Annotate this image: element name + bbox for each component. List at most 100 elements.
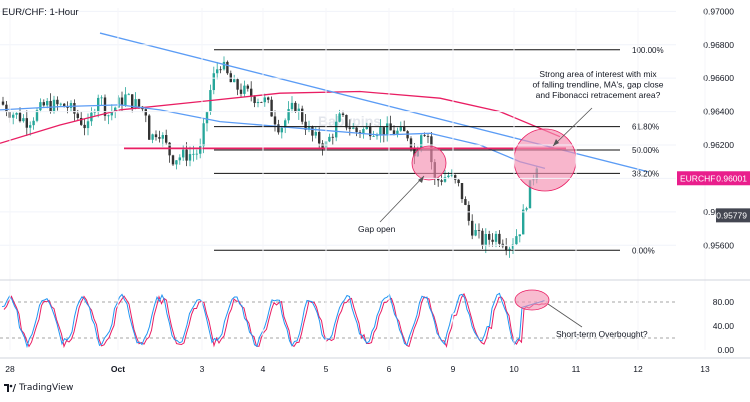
candle-body bbox=[22, 118, 25, 122]
candle-body bbox=[338, 113, 341, 122]
candle-body bbox=[199, 146, 202, 154]
candle-body bbox=[505, 246, 508, 251]
candle-body bbox=[307, 126, 311, 130]
candle-body bbox=[457, 179, 460, 184]
fast-moving-average bbox=[0, 104, 546, 170]
annotation-gap-open: Gap open bbox=[358, 224, 396, 234]
candle-body bbox=[372, 136, 375, 137]
candle-body bbox=[440, 180, 443, 182]
candle-body bbox=[403, 126, 406, 132]
candle-body bbox=[413, 147, 416, 157]
price-tick-label: 0.96600 bbox=[703, 73, 734, 83]
candle-body bbox=[328, 136, 331, 142]
time-tick-label: 11 bbox=[572, 364, 581, 374]
candle-body bbox=[212, 73, 215, 91]
candle-body bbox=[522, 209, 525, 235]
overbought-highlight bbox=[514, 289, 550, 311]
candle-body bbox=[15, 112, 18, 115]
candle-body bbox=[297, 108, 300, 112]
time-tick-label: 12 bbox=[633, 364, 643, 374]
candle-body bbox=[423, 135, 426, 137]
current-price-tag bbox=[677, 171, 750, 186]
candle-body bbox=[195, 153, 198, 155]
candle-body bbox=[471, 220, 474, 236]
area-of-interest-circle bbox=[513, 128, 577, 192]
candle-body bbox=[103, 97, 107, 116]
candle-body bbox=[365, 126, 368, 130]
candle-body bbox=[287, 109, 290, 121]
candle-body bbox=[205, 111, 209, 124]
current-price-value: 0.96001 bbox=[716, 173, 747, 183]
time-tick-label: 5 bbox=[324, 364, 329, 374]
candle-body bbox=[93, 111, 96, 113]
annotation-overbought: Short-term Overbought? bbox=[556, 329, 648, 339]
candle-body bbox=[233, 79, 236, 83]
candle-body bbox=[484, 234, 487, 246]
candle-body bbox=[341, 113, 345, 115]
candle-body bbox=[154, 134, 158, 138]
candle-body bbox=[107, 115, 110, 117]
candle-body bbox=[256, 101, 260, 104]
candle-body bbox=[226, 61, 229, 74]
candle-body bbox=[382, 127, 385, 136]
tradingview-brand: TradingView bbox=[4, 383, 73, 393]
candle-body bbox=[396, 130, 399, 135]
candle-body bbox=[263, 97, 266, 103]
candle-body bbox=[253, 96, 256, 104]
candle-body bbox=[165, 135, 168, 143]
candle-body bbox=[284, 120, 287, 128]
candle-body bbox=[137, 99, 141, 107]
candle-body bbox=[426, 136, 430, 137]
candle-body bbox=[131, 94, 134, 109]
candle-body bbox=[222, 61, 226, 70]
fib-level-label: 50.00% bbox=[632, 146, 659, 155]
candle-body bbox=[171, 155, 175, 165]
oscillator-pane bbox=[0, 289, 676, 349]
candle-body bbox=[120, 97, 124, 105]
price-tick-label: 0.96800 bbox=[703, 40, 734, 50]
candle-body bbox=[86, 121, 90, 129]
time-tick-label: 13 bbox=[700, 364, 710, 374]
candle-body bbox=[42, 102, 45, 106]
candle-body bbox=[151, 134, 154, 140]
candle-body bbox=[76, 113, 79, 118]
candle-body bbox=[318, 131, 321, 144]
candle-body bbox=[369, 126, 372, 137]
candle-body bbox=[12, 114, 15, 118]
price-tick-label: 0.95600 bbox=[703, 240, 734, 250]
time-tick-label: 28 bbox=[5, 364, 15, 374]
candle-body bbox=[437, 178, 440, 181]
candle-body bbox=[460, 183, 464, 200]
candle-body bbox=[182, 149, 185, 158]
candle-body bbox=[243, 85, 246, 94]
osc-tick-label: 0.00 bbox=[717, 345, 734, 355]
time-tick-label: Oct bbox=[111, 364, 125, 374]
candle-body bbox=[52, 99, 56, 112]
osc-tick-label: 80.00 bbox=[713, 297, 735, 307]
candle-body bbox=[518, 234, 521, 237]
candle-body bbox=[236, 79, 239, 90]
candle-body bbox=[192, 153, 195, 155]
candle-body bbox=[134, 99, 137, 109]
candle-body bbox=[18, 112, 22, 122]
candle-body bbox=[250, 88, 253, 97]
time-tick-label: 4 bbox=[261, 364, 266, 374]
fib-level-label: 61.80% bbox=[632, 123, 659, 132]
candle-body bbox=[66, 107, 69, 108]
candle-body bbox=[35, 110, 39, 121]
candle-body bbox=[454, 175, 457, 180]
chart-title: EUR/CHF: 1-Hour bbox=[2, 7, 79, 18]
candle-body bbox=[477, 229, 481, 231]
price-tick-label: 0.97000 bbox=[703, 6, 734, 16]
candle-body bbox=[1, 101, 5, 105]
time-tick-label: 6 bbox=[387, 364, 392, 374]
annotation-arrow bbox=[379, 175, 425, 223]
candle-body bbox=[399, 126, 402, 131]
candle-body bbox=[331, 136, 334, 138]
candle-body bbox=[409, 138, 413, 148]
candle-body bbox=[32, 120, 35, 126]
candle-body bbox=[97, 97, 100, 112]
candle-body bbox=[100, 97, 103, 99]
oscillator-series-blue bbox=[1, 292, 545, 349]
